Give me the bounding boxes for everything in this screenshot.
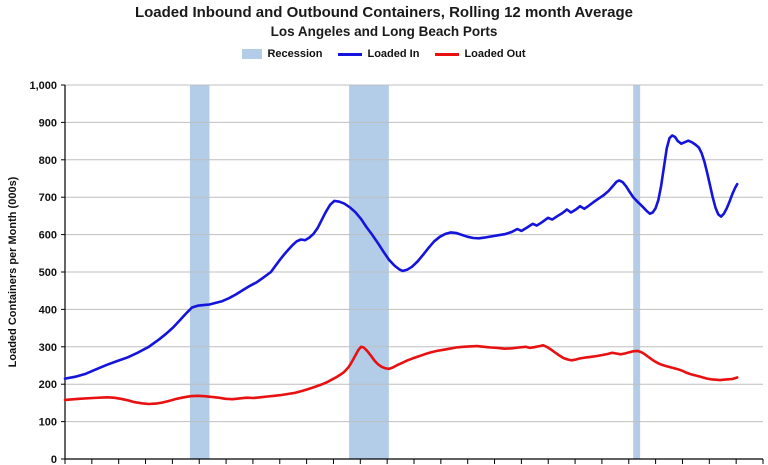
y-axis-title: Loaded Containers per Month (000s)	[7, 176, 19, 367]
y-tick-label: 0	[51, 454, 57, 465]
legend-item-recession: Recession	[242, 48, 322, 60]
legend: Recession Loaded In Loaded Out	[0, 48, 768, 60]
y-tick-label: 900	[39, 117, 57, 129]
legend-label-loaded-out: Loaded Out	[464, 48, 526, 60]
y-tick-label: 100	[39, 417, 57, 429]
legend-item-loaded-out: Loaded Out	[435, 48, 526, 60]
y-tick-label: 1,000	[29, 80, 57, 92]
series-loaded-out	[63, 343, 739, 406]
loaded-in-swatch	[338, 52, 363, 56]
legend-label-loaded-in: Loaded In	[367, 48, 420, 60]
chart-title-line2: Los Angeles and Long Beach Ports	[270, 24, 498, 39]
recession-swatch	[242, 49, 263, 59]
y-tick-label: 400	[39, 304, 57, 316]
legend-label-recession: Recession	[267, 48, 323, 60]
y-tick-label: 700	[39, 192, 57, 204]
y-tick-label: 200	[39, 379, 57, 391]
y-tick-label: 800	[39, 155, 57, 167]
y-tick-label: 600	[39, 230, 57, 242]
loaded-out-swatch	[435, 52, 460, 56]
series-loaded-in	[63, 134, 739, 380]
y-tick-label: 500	[39, 267, 57, 279]
y-tick-label: 300	[39, 342, 57, 354]
legend-item-loaded-in: Loaded In	[338, 48, 419, 60]
chart-title-line1: Loaded Inbound and Outbound Containers, …	[134, 4, 634, 21]
